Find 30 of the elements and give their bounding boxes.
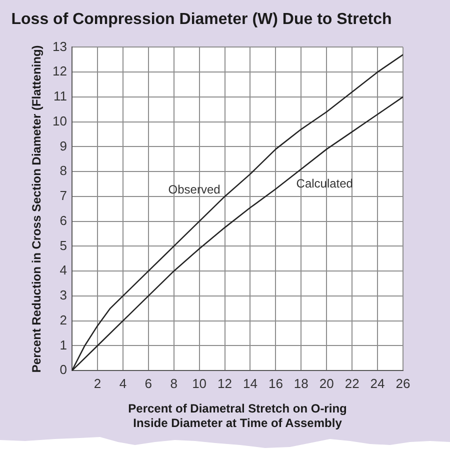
- x-tick-label: 4: [119, 376, 127, 391]
- y-tick-label: 10: [52, 113, 67, 128]
- y-tick-label: 8: [60, 163, 67, 178]
- y-tick-label: 1: [60, 337, 67, 352]
- y-tick-label: 13: [52, 38, 67, 54]
- x-tick-label: 14: [242, 376, 258, 391]
- x-tick-label: 20: [319, 376, 334, 391]
- x-tick-label: 24: [370, 376, 385, 391]
- x-tick-label: 10: [192, 376, 207, 391]
- x-tick-label: 22: [344, 376, 360, 391]
- y-tick-label: 9: [60, 138, 67, 154]
- x-tick-label: 8: [170, 376, 178, 391]
- y-tick-label: 0: [60, 362, 67, 378]
- x-axis-title: Percent of Diametral Stretch on O-ring Inside Diameter at Time of Assembly: [128, 402, 347, 430]
- y-tick-label: 2: [60, 312, 67, 328]
- y-tick-label: 6: [60, 212, 67, 228]
- y-tick-label: 11: [54, 88, 67, 104]
- x-tick-label: 12: [218, 376, 232, 391]
- y-tick-label: 5: [60, 238, 67, 253]
- x-tick-label: 16: [268, 376, 283, 391]
- y-tick-label: 4: [60, 262, 67, 278]
- y-tick-label: 12: [52, 64, 67, 79]
- chart-title: Loss of Compression Diameter (W) Due to Stretch: [11, 11, 392, 28]
- x-tick-label: 2: [94, 376, 102, 391]
- x-tick-label: 18: [294, 376, 308, 391]
- y-tick-label: 3: [60, 288, 67, 303]
- y-tick-label: 7: [60, 188, 67, 204]
- x-tick-label: 6: [144, 376, 152, 391]
- y-axis-title: Percent Reduction in Cross Section Diameter (Flattening): [30, 45, 44, 373]
- x-tick-label: 26: [396, 376, 410, 391]
